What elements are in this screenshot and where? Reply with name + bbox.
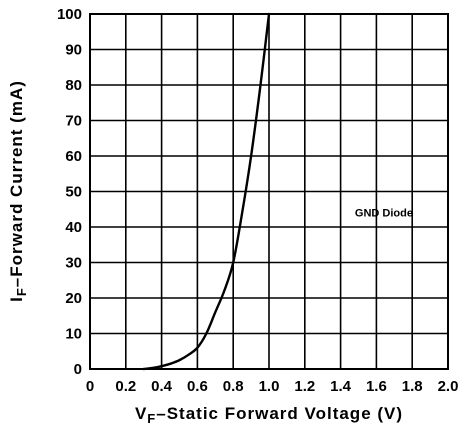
x-tick-label: 1.8 bbox=[402, 378, 423, 395]
x-tick-label: 2.0 bbox=[438, 378, 459, 395]
y-tick-label: 0 bbox=[74, 361, 82, 378]
x-axis-label-subscript: F bbox=[147, 411, 156, 426]
x-tick-label: 0 bbox=[86, 378, 94, 395]
y-tick-label: 50 bbox=[65, 184, 82, 201]
x-tick-label: 1.6 bbox=[366, 378, 387, 395]
x-tick-label: 1.0 bbox=[259, 378, 280, 395]
y-tick-label: 80 bbox=[65, 77, 82, 94]
y-tick-label: 70 bbox=[65, 113, 82, 130]
y-tick-label: 60 bbox=[65, 148, 82, 165]
series-layer bbox=[142, 12, 271, 371]
y-axis-label-subscript: F bbox=[14, 287, 29, 296]
x-tick-label: 1.2 bbox=[294, 378, 315, 395]
y-tick-labels: 0 10 20 30 40 50 60 70 80 90 100 bbox=[57, 6, 82, 378]
y-axis-label: IF–Forward Current (mA) bbox=[7, 80, 29, 302]
grid bbox=[89, 13, 449, 370]
x-tick-label: 0.4 bbox=[151, 378, 173, 395]
y-tick-label: 90 bbox=[65, 42, 82, 59]
annotation-label: GND Diode bbox=[355, 207, 413, 219]
x-tick-label: 0.6 bbox=[187, 378, 208, 395]
x-axis-label: VF–Static Forward Voltage (V) bbox=[135, 404, 403, 426]
y-axis-label-prefix: I bbox=[7, 296, 26, 302]
x-axis-label-text: –Static Forward Voltage (V) bbox=[156, 404, 403, 423]
x-tick-label: 0.2 bbox=[115, 378, 136, 395]
x-tick-labels: 0 0.2 0.4 0.6 0.8 1.0 1.2 1.4 1.6 1.8 2.0 bbox=[86, 378, 459, 395]
x-axis-label-prefix: V bbox=[135, 404, 147, 423]
y-tick-label: 40 bbox=[65, 219, 82, 236]
series-line bbox=[142, 12, 271, 371]
y-tick-label: 20 bbox=[65, 290, 82, 307]
y-tick-label: 100 bbox=[57, 6, 82, 23]
annotations: GND Diode bbox=[355, 207, 413, 219]
x-tick-label: 0.8 bbox=[223, 378, 244, 395]
y-axis-label-text: –Forward Current (mA) bbox=[7, 80, 26, 287]
y-tick-label: 30 bbox=[65, 255, 82, 272]
x-tick-label: 1.4 bbox=[330, 378, 352, 395]
plot-frame bbox=[89, 13, 449, 370]
y-tick-label: 10 bbox=[65, 326, 82, 343]
